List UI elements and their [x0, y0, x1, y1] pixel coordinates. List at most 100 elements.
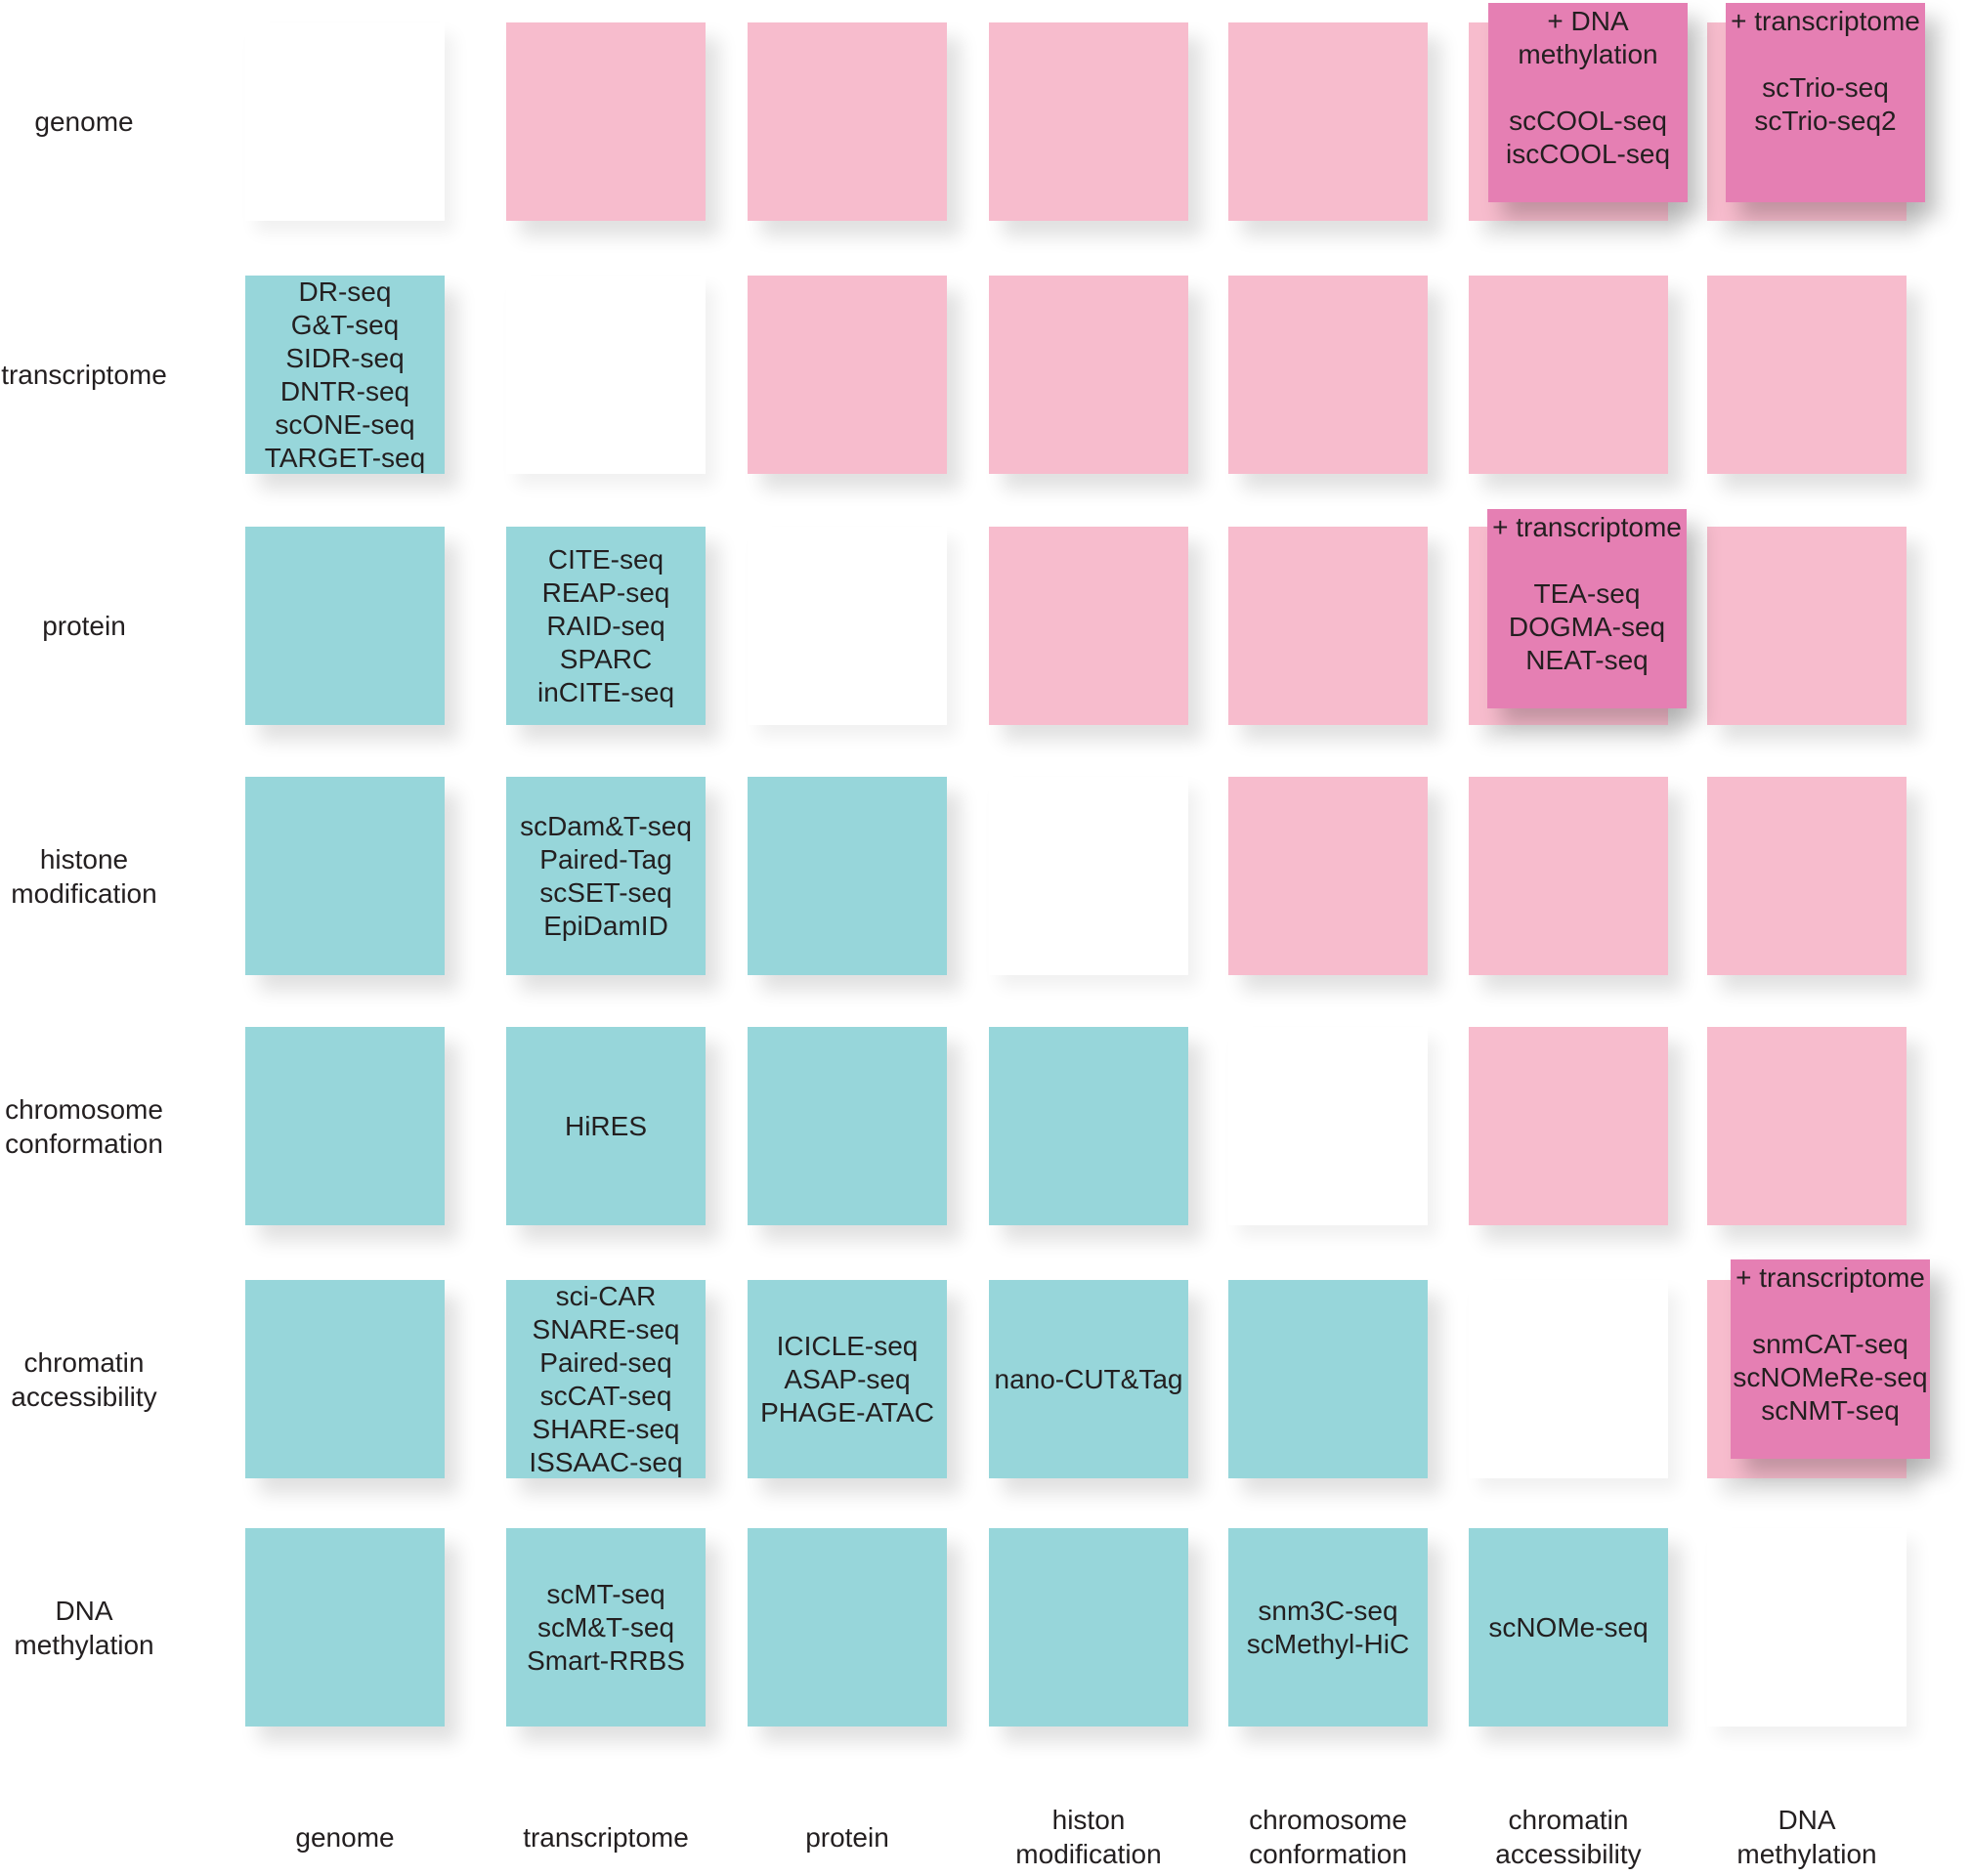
matrix-cell-pink: [1707, 527, 1907, 725]
column-label: chromosome conformation: [1211, 1798, 1445, 1876]
text-line: nano-CUT&Tag: [994, 1363, 1183, 1394]
matrix-cell-pink: [1228, 777, 1428, 975]
text-line: protein: [805, 1821, 889, 1853]
text-line: HiRES: [564, 1110, 647, 1141]
matrix-cell-empty: [748, 527, 947, 725]
row-label: transcriptome: [0, 276, 168, 474]
text-line: chromatin: [23, 1346, 145, 1378]
matrix-cell-empty: [1469, 1280, 1668, 1478]
matrix-cell-teal: HiRES: [506, 1027, 706, 1225]
highlight-methods: scTrio-seq scTrio-seq2: [1754, 71, 1896, 138]
matrix-cell-pink: [989, 276, 1188, 474]
text-line: genome: [34, 107, 134, 137]
matrix-cell-empty: [989, 777, 1188, 975]
text-line: transcriptome: [1, 360, 167, 390]
matrix-cell-teal: scNOMe-seq: [1469, 1528, 1668, 1727]
text-line: scONE-seq: [275, 408, 415, 440]
matrix-cell-pink: [748, 276, 947, 474]
highlight-heading: + DNA methylation: [1518, 5, 1657, 71]
text-line: RAID-seq: [546, 610, 665, 641]
text-line: scNOMe-seq: [1488, 1611, 1649, 1642]
matrix-cell-pink: [1228, 22, 1428, 221]
text-line: scMT-seq: [546, 1578, 665, 1609]
text-line: + transcriptome: [1735, 1262, 1925, 1293]
text-line: chromosome: [5, 1093, 163, 1125]
text-line: chromatin: [1508, 1805, 1629, 1835]
column-label: genome: [228, 1798, 462, 1876]
matrix-cell-teal: DR-seq G&T-seq SIDR-seq DNTR-seq scONE-seq TA…: [245, 276, 445, 474]
text-line: scM&T-seq: [536, 1611, 675, 1642]
text-line: scDam&T-seq: [520, 810, 692, 841]
row-label: protein: [0, 527, 168, 725]
matrix-cell-pink: [1707, 276, 1907, 474]
matrix-cell-pink: [1228, 527, 1428, 725]
text-line: DR-seq: [298, 276, 392, 307]
text-line: scTrio-seq: [1762, 72, 1889, 103]
text-line: sci-CAR: [555, 1280, 657, 1311]
highlight-card: + DNA methylation scCOOL-seq iscCOOL-seq: [1488, 3, 1688, 202]
matrix-cell-empty: [245, 22, 445, 221]
text-line: DNTR-seq: [279, 375, 410, 406]
column-label: protein: [730, 1798, 964, 1876]
text-line: chromosome: [1249, 1805, 1407, 1835]
text-line: REAP-seq: [541, 576, 670, 608]
matrix-cell-pink: [1469, 276, 1668, 474]
text-line: scTrio-seq2: [1754, 106, 1897, 136]
row-label: genome: [0, 22, 168, 221]
matrix-cell-teal: [245, 1027, 445, 1225]
text-line: accessibility: [1495, 1839, 1642, 1869]
text-line: SIDR-seq: [285, 342, 405, 373]
row-label: chromatin accessibility: [0, 1280, 168, 1478]
text-line: iscCOOL-seq: [1505, 139, 1671, 169]
matrix-cell-teal: nano-CUT&Tag: [989, 1280, 1188, 1478]
matrix-cell-empty: [1228, 1027, 1428, 1225]
text-line: protein: [42, 611, 126, 641]
matrix-cell-teal: ICICLE-seq ASAP-seq PHAGE-ATAC: [748, 1280, 947, 1478]
text-line: TEA-seq: [1533, 578, 1641, 609]
text-line: Smart-RRBS: [527, 1644, 685, 1676]
text-line: CITE-seq: [547, 543, 664, 575]
matrix-cell-teal: [748, 777, 947, 975]
text-line: ICICLE-seq: [776, 1330, 919, 1361]
matrix-cell-teal: sci-CAR SNARE-seq Paired-seq scCAT-seq SHARE…: [506, 1280, 706, 1478]
matrix-cell-pink: [506, 22, 706, 221]
column-label: DNA methylation: [1690, 1798, 1924, 1876]
text-line: Paired-Tag: [539, 843, 672, 874]
highlight-methods: TEA-seq DOGMA-seq NEAT-seq: [1509, 577, 1665, 677]
text-line: histon: [1051, 1805, 1126, 1835]
text-line: SHARE-seq: [532, 1413, 680, 1444]
text-line: DNA: [55, 1595, 113, 1626]
text-line: conformation: [1249, 1839, 1407, 1869]
highlight-methods: scCOOL-seq iscCOOL-seq: [1506, 105, 1670, 171]
matrix-cell-teal: [989, 1528, 1188, 1727]
text-line: inCITE-seq: [536, 676, 675, 707]
matrix-cell-teal: [245, 1528, 445, 1727]
matrix-cell-empty: [1707, 1528, 1907, 1727]
text-line: snm3C-seq: [1258, 1595, 1398, 1626]
text-line: DOGMA-seq: [1508, 612, 1666, 642]
row-label: histone modification: [0, 777, 168, 975]
text-line: NEAT-seq: [1525, 645, 1649, 675]
matrix-cell-pink: [1707, 777, 1907, 975]
highlight-heading: + transcriptome: [1735, 1261, 1925, 1295]
text-line: histone: [39, 843, 129, 874]
highlight-card: + transcriptome snmCAT-seq scNOMeRe-seq scN…: [1731, 1259, 1930, 1459]
text-line: modification: [1015, 1839, 1162, 1869]
matrix-cell-pink: [748, 22, 947, 221]
column-label: transcriptome: [489, 1798, 723, 1876]
matrix-cell-empty: [506, 276, 706, 474]
matrix-cell-pink: [1469, 777, 1668, 975]
text-line: PHAGE-ATAC: [760, 1396, 934, 1428]
text-line: EpiDamID: [543, 910, 668, 941]
matrix-cell-pink: [989, 22, 1188, 221]
row-label: chromosome conformation: [0, 1027, 168, 1225]
matrix-cell-teal: snm3C-seq scMethyl-HiC: [1228, 1528, 1428, 1727]
text-line: ASAP-seq: [784, 1363, 911, 1394]
matrix-cell-teal: [989, 1027, 1188, 1225]
matrix-cell-pink: [1707, 1027, 1907, 1225]
text-line: methylation: [1518, 39, 1658, 69]
text-line: DNA: [1778, 1805, 1836, 1835]
text-line: genome: [295, 1821, 395, 1853]
text-line: conformation: [5, 1128, 163, 1159]
column-label: chromatin accessibility: [1451, 1798, 1686, 1876]
